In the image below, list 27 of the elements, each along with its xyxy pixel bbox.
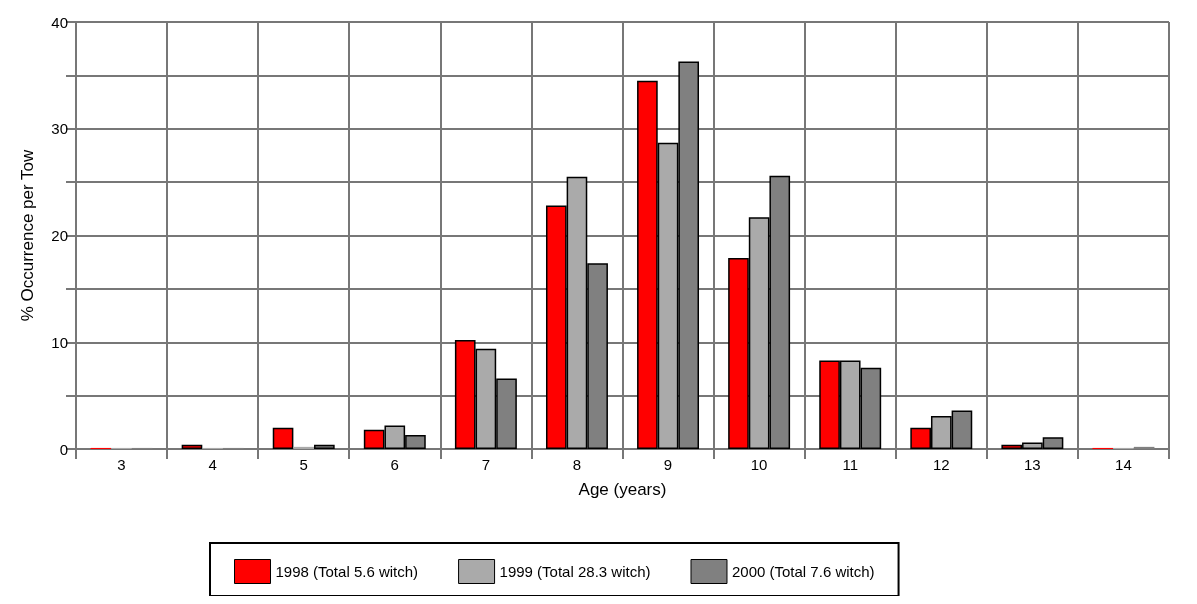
x-tick-label: 3 [117, 456, 126, 473]
y-tick-label: 10 [51, 333, 68, 351]
legend-label: 1998 (Total 5.6 witch) [275, 563, 419, 580]
bar [181, 444, 203, 449]
y-tick-label: 30 [51, 120, 68, 138]
legend-label: 1999 (Total 28.3 witch) [499, 563, 651, 580]
x-tick-label: 5 [299, 456, 308, 473]
bar [314, 444, 335, 449]
bar [293, 446, 315, 449]
bar [1133, 446, 1155, 449]
x-tick-label: 9 [663, 456, 673, 473]
legend-label: 2000 (Total 7.6 witch) [731, 563, 875, 580]
x-tick-label: 12 [932, 456, 950, 473]
x-tick-label: 4 [208, 456, 217, 473]
x-tick-label: 8 [572, 456, 582, 473]
y-tick-label: 20 [51, 227, 68, 244]
x-tick-label: 14 [1115, 456, 1132, 473]
x-axis-title: Age (years) [578, 480, 667, 499]
y-tick-label: 40 [51, 13, 68, 31]
bar [272, 427, 294, 449]
x-tick-label: 11 [842, 456, 858, 473]
x-tick-label: 6 [390, 456, 399, 473]
x-tick-label: 7 [481, 456, 491, 473]
x-tick-label: 13 [1024, 456, 1041, 473]
y-axis-title: % Occurrence per Tow [18, 148, 37, 322]
y-tick-label: 0 [59, 440, 68, 458]
x-tick-label: 10 [750, 456, 768, 473]
